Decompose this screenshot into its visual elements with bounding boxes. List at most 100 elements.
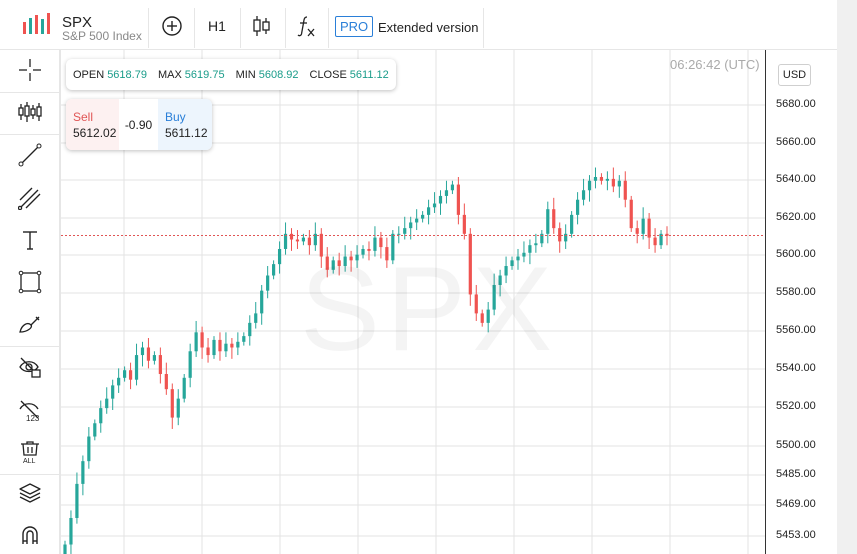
candle-body: [474, 294, 478, 314]
candle-body: [289, 233, 294, 240]
candle-body: [140, 347, 145, 356]
candle-body: [194, 332, 198, 352]
extended-version-link[interactable]: Extended version: [378, 20, 479, 35]
candle-body: [224, 343, 228, 352]
indicators-icon[interactable]: [18, 100, 42, 124]
candle-body: [158, 355, 162, 375]
toolbar-divider: [148, 8, 149, 48]
candle-body: [254, 313, 258, 323]
candle-body: [552, 209, 556, 229]
buy-button[interactable]: Buy 5611.12: [158, 99, 212, 150]
magnet-icon[interactable]: [18, 524, 42, 548]
close-value: 5611.12: [349, 68, 389, 81]
candle-body: [468, 233, 472, 295]
open-label: OPEN: [73, 68, 105, 81]
sell-button[interactable]: Sell 5612.02: [66, 99, 119, 150]
candle-body: [581, 190, 586, 200]
candle-body: [540, 233, 544, 244]
candle-body: [218, 339, 222, 352]
candle-body: [182, 377, 186, 399]
candle-body: [206, 347, 210, 356]
price-axis[interactable]: [765, 50, 837, 554]
candle-body: [295, 239, 300, 242]
price-tick-label: 5453.00: [776, 529, 816, 541]
candle-body: [379, 237, 383, 248]
candle-body: [93, 423, 97, 437]
toolbar-divider: [0, 474, 60, 475]
candle-body: [325, 256, 329, 270]
candle-body: [438, 195, 443, 204]
candle-body: [331, 260, 335, 270]
chart-watermark: SPX: [300, 240, 558, 378]
max-value: 5619.75: [184, 68, 225, 81]
candle-body: [421, 214, 425, 219]
min-value: 5608.92: [258, 68, 299, 81]
candle-body: [75, 483, 79, 518]
rectangle-icon[interactable]: [18, 270, 42, 294]
price-tick-label: 5500.00: [776, 439, 816, 451]
sell-label: Sell: [73, 110, 94, 124]
plus-circle-icon: [162, 16, 182, 36]
delete-all-icon[interactable]: ALL: [18, 440, 42, 464]
candle-body: [200, 332, 204, 348]
price-tick-label: 5660.00: [776, 136, 816, 148]
candle-body: [111, 385, 115, 399]
min-label: MIN: [235, 68, 256, 81]
candle-body: [599, 176, 604, 181]
candle-body: [385, 247, 389, 261]
candle-body: [349, 256, 353, 261]
candle-body: [277, 248, 282, 265]
candle-body: [134, 355, 139, 380]
candle-body: [123, 370, 127, 378]
candle-body: [373, 237, 377, 251]
candle-body: [176, 398, 180, 418]
candle-body: [307, 237, 311, 246]
price-tick-label: 5620.00: [776, 211, 816, 223]
candle-body: [653, 237, 657, 246]
symbol-name[interactable]: S&P 500 Index: [62, 29, 142, 43]
candle-body: [629, 199, 633, 229]
trend-line-icon[interactable]: [18, 143, 42, 167]
candle-body: [641, 218, 645, 234]
layers-icon[interactable]: [18, 482, 42, 506]
candle-body: [272, 264, 276, 276]
scrollbar[interactable]: [837, 0, 857, 554]
candle-body: [528, 245, 532, 253]
candle-body: [415, 218, 419, 223]
candle-body: [81, 461, 85, 484]
candle-body: [152, 355, 157, 361]
candle-body: [647, 218, 651, 238]
chart-type-button[interactable]: [248, 10, 276, 42]
server-time: 06:26:42 (UTC): [670, 57, 760, 72]
candle-body: [605, 178, 609, 181]
pitchfork-icon[interactable]: [18, 186, 42, 210]
hide-drawings-icon[interactable]: [18, 355, 42, 379]
symbol-ticker[interactable]: SPX: [62, 14, 93, 31]
candle-body: [266, 275, 270, 291]
interval-button[interactable]: H1: [208, 18, 226, 34]
hide-labels-icon[interactable]: 123: [18, 398, 42, 422]
brush-icon[interactable]: [18, 312, 42, 336]
pro-badge[interactable]: PRO: [335, 16, 374, 37]
candle-body: [635, 228, 639, 234]
candle-body: [611, 178, 615, 187]
candle-body: [623, 180, 627, 200]
candle-body: [432, 203, 437, 208]
candle-body: [301, 237, 306, 242]
function-icon: [297, 16, 315, 37]
svg-text:123: 123: [26, 414, 40, 422]
text-icon[interactable]: [18, 228, 42, 252]
toolbar-divider: [240, 8, 241, 48]
candle-body: [242, 336, 246, 342]
candle-body: [486, 309, 490, 323]
candle-body: [99, 408, 103, 424]
indicators-button[interactable]: [292, 10, 320, 42]
candle-body: [260, 290, 264, 314]
candle-body: [617, 180, 621, 187]
sell-price: 5612.02: [73, 126, 117, 140]
close-label: CLOSE: [309, 68, 347, 81]
candle-body: [522, 252, 526, 257]
crosshair-icon[interactable]: [18, 58, 42, 82]
currency-button[interactable]: USD: [778, 64, 811, 86]
add-symbol-button[interactable]: [158, 10, 186, 42]
